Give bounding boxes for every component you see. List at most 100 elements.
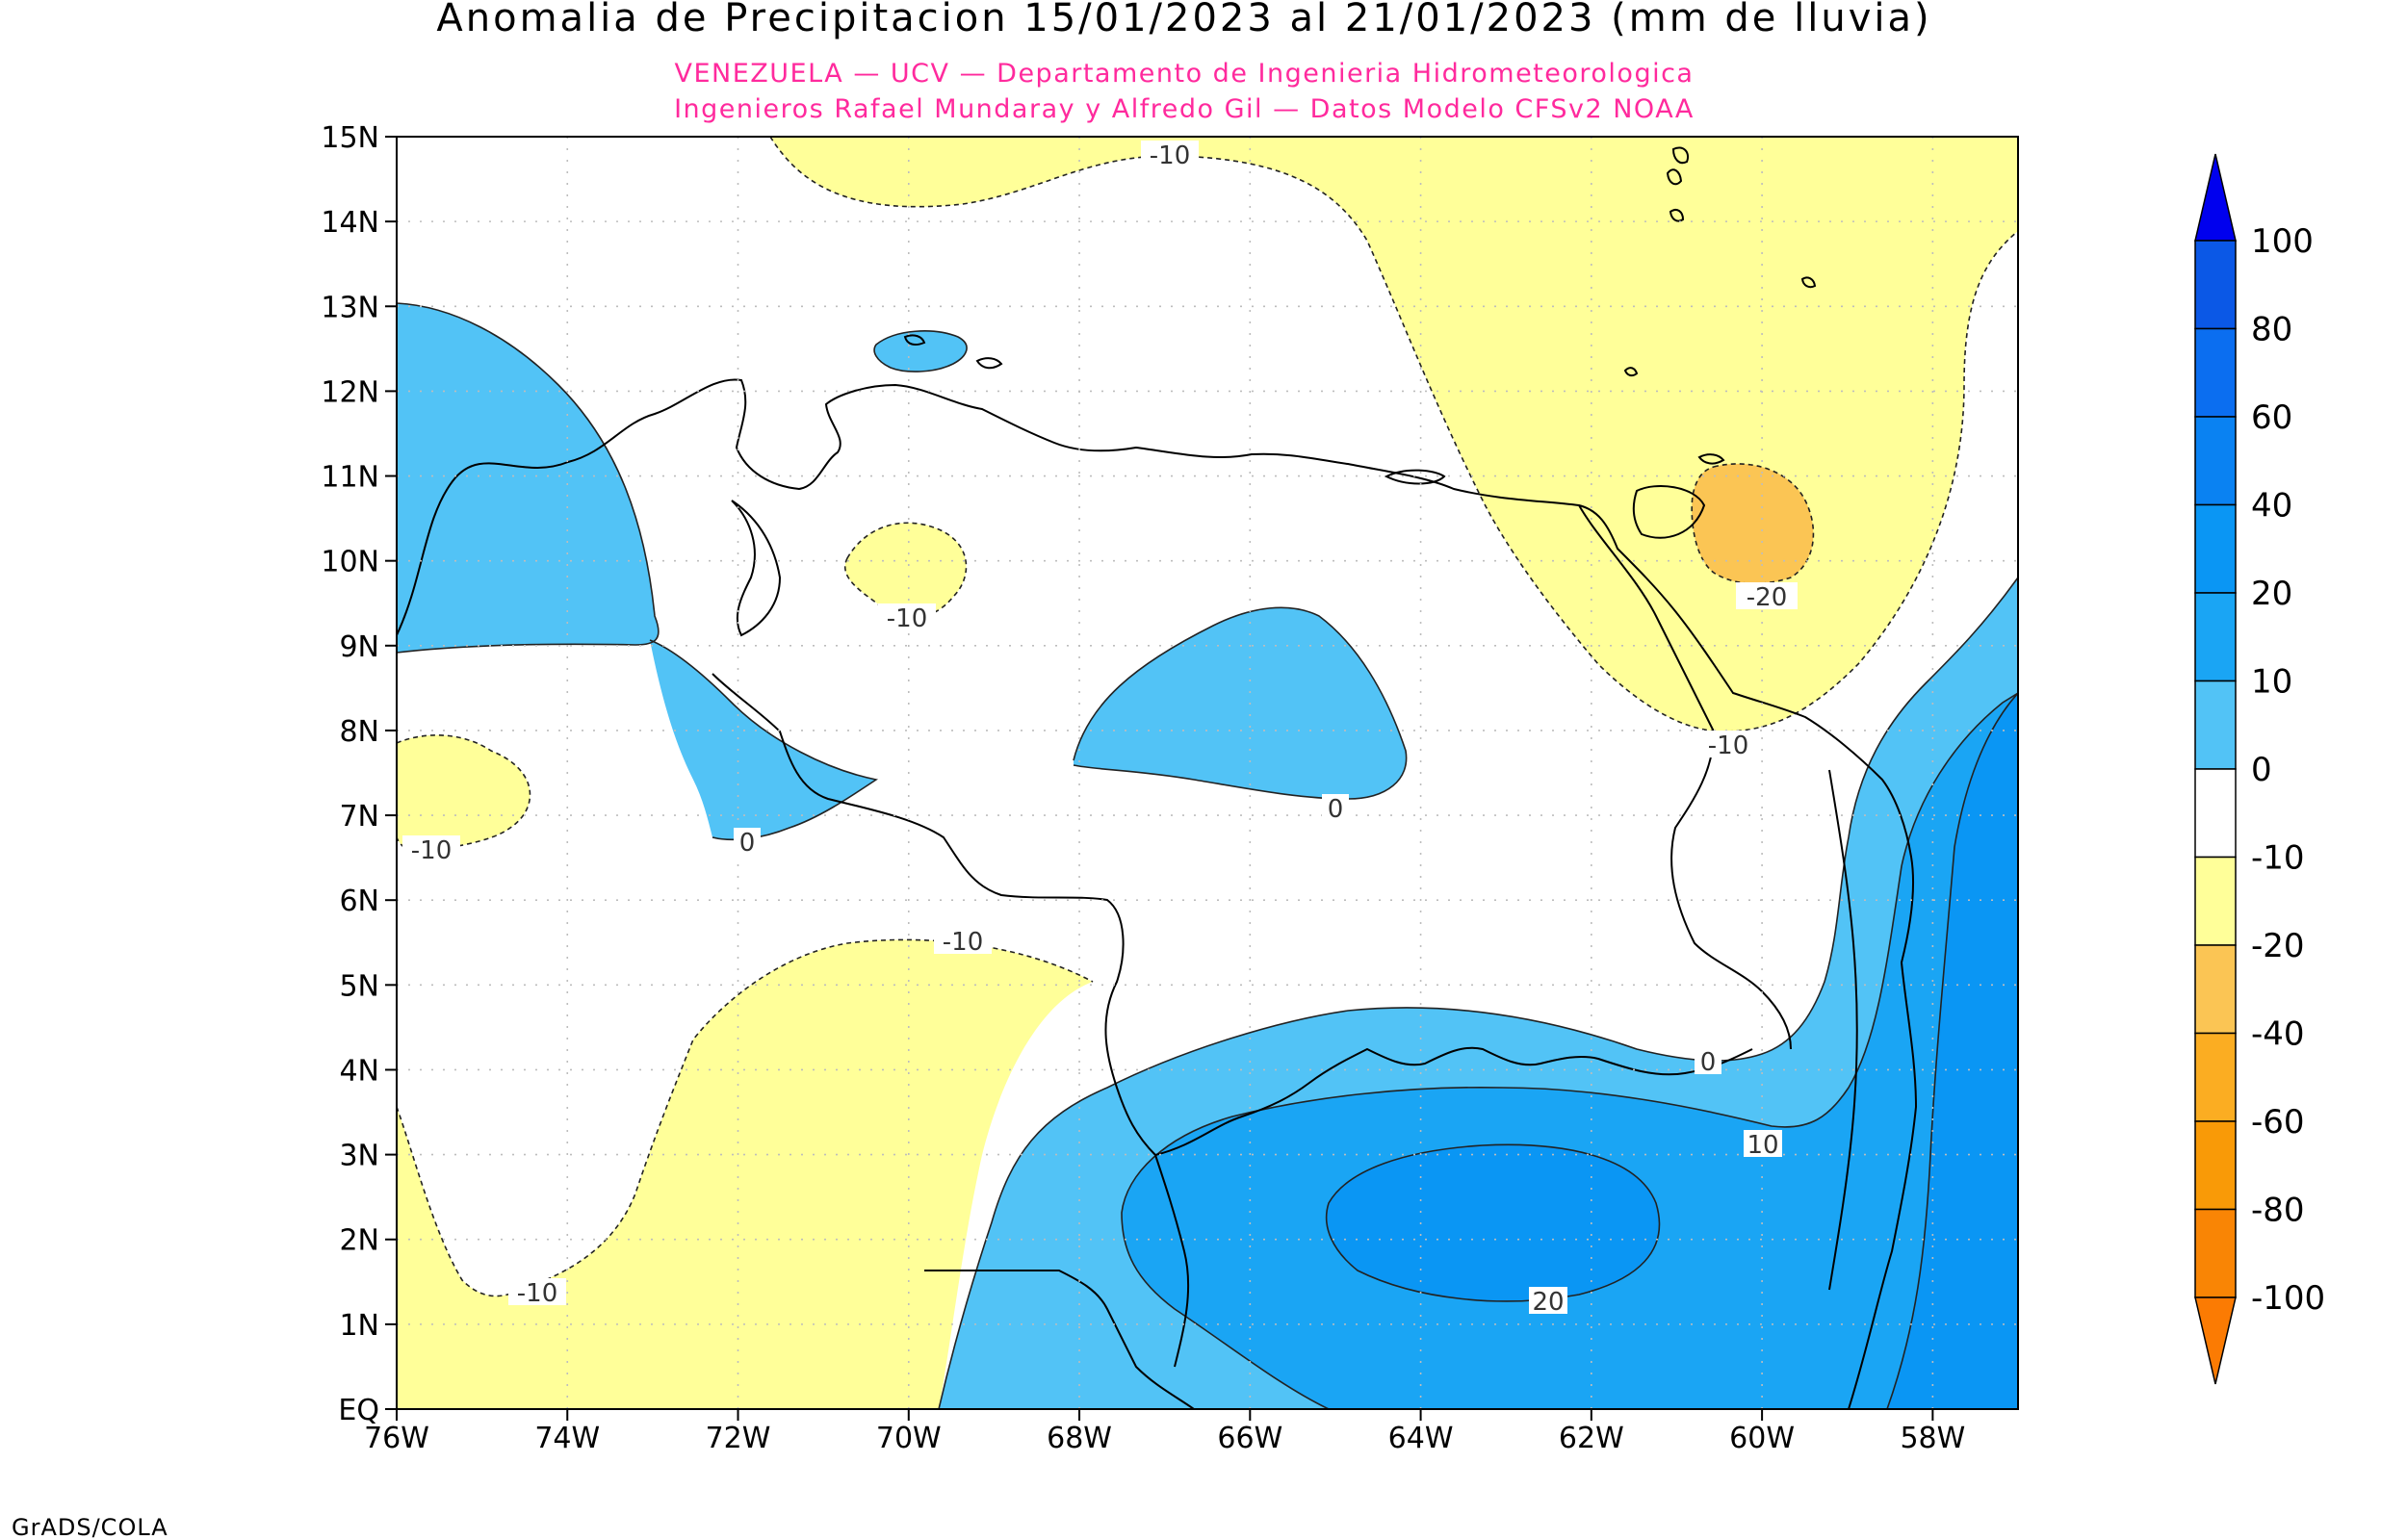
map-subtitle-1: VENEZUELA — UCV — Departamento de Ingeni… [675,59,1695,89]
y-tick-label: 1N [339,1309,379,1343]
contour-zero-zulia [397,302,660,654]
contour-label-text: -10 [943,928,983,957]
contour-label: -10 [508,1278,566,1308]
contour-label: -10 [1699,731,1757,760]
y-tick-label: 5N [339,969,379,1003]
island-barbados [1800,276,1817,289]
x-tick-label: 68W [1047,1422,1112,1455]
grid-lines [397,137,2018,1409]
colorbar-label: 0 [2251,751,2272,789]
anomaly-pos0-curacao [874,330,968,372]
island-grenada [1623,367,1639,377]
y-tick-label: 14N [321,206,379,240]
contour-label-text: -10 [517,1279,557,1308]
colorbar-swatch [2194,240,2237,330]
island-tobago [1697,453,1725,465]
colorbar-label: 40 [2251,487,2292,526]
colorbar-swatch [2194,1120,2237,1211]
contour-label: -20 [1736,582,1798,612]
contour-label-text: 0 [739,829,756,858]
contour-lines [397,137,2018,1409]
island-st-lucia [1669,209,1685,222]
x-tick-label: 58W [1900,1422,1965,1455]
colorbar-label: 80 [2251,311,2292,349]
colorbar-label: -80 [2251,1192,2305,1230]
contour-label-text: -10 [1708,732,1748,760]
colorbar-swatch [2194,944,2237,1035]
colorbar-swatch [2194,856,2237,946]
contour-twenty-east [1886,692,2018,1409]
island-guadeloupe [1671,146,1689,165]
contour-label-text: 0 [1700,1048,1717,1077]
anomaly-neg10-west [397,734,531,853]
anomaly-pos0-central [1074,607,1407,799]
colorbar-swatch [2194,327,2237,418]
island-curacao [975,357,1003,370]
contour-neg10-lara [844,522,968,619]
y-tick-label: 9N [339,630,379,664]
contour-label: 20 [1529,1287,1567,1317]
y-tick-label: 2N [339,1224,379,1258]
colorbar-swatch [2194,592,2237,682]
y-tick-label: 13N [321,291,379,324]
x-tick-label: 62W [1559,1422,1624,1455]
colorbar-label: 100 [2251,222,2314,261]
contour-label-text: -10 [411,836,452,865]
colorbar-label: -20 [2251,927,2305,965]
map-title: Anomalia de Precipitacion 15/01/2023 al … [436,0,1931,40]
y-tick-label: 11N [321,461,379,495]
contour-label: -10 [878,603,936,633]
x-tick-label: 64W [1388,1422,1454,1455]
island-margarita [1384,469,1446,485]
contour-label-text: -20 [1747,583,1787,612]
anomaly-neg10-southwest [397,939,1093,1409]
colorbar-swatch [2194,503,2237,594]
colorbar-label: 20 [2251,575,2292,613]
island-trinidad [1632,485,1706,539]
x-tick-label: 74W [534,1422,600,1455]
y-tick-label: 8N [339,715,379,749]
contour-zero-curacao [873,330,968,372]
border-suriname [1828,769,1858,1291]
anomaly-pos0-andes [650,640,876,840]
x-tick-label: 66W [1217,1422,1282,1455]
island-aruba [903,334,926,346]
map-subtitle-2: Ingenieros Rafael Mundaray y Alfredo Gil… [674,94,1695,124]
y-tick-label: 7N [339,800,379,834]
colorbar-top-arrow [2194,153,2237,242]
contour-label-text: 10 [1747,1131,1778,1160]
contour-zero-andes [649,639,879,841]
anomaly-neg10-north [770,137,2018,732]
plot-frame [396,136,2019,1410]
contour-label-text: -10 [1150,141,1190,170]
colorbar-label: -10 [2251,839,2305,878]
colorbar-swatch [2194,680,2237,770]
contour-label: -10 [1141,141,1199,170]
anomaly-pos20-south [1326,1144,1660,1301]
contour-neg10-southwest [397,938,1094,1297]
contour-labels: -10 -10 -10 -10 -10 -10 -20 0 0 0 10 20 [402,141,1798,1317]
x-tick-label: 76W [364,1422,429,1455]
island-martinique [1666,168,1683,186]
y-tick-label: 12N [321,375,379,409]
anomaly-pos0-zulia [397,303,659,653]
contour-label: -10 [402,835,460,865]
y-tick-label: 6N [339,885,379,918]
contour-label-text: -10 [887,604,927,633]
contour-label: 0 [734,828,761,858]
coastline-caribbean [397,378,1918,1409]
x-tick-label: 70W [876,1422,942,1455]
contour-ten [1121,692,2018,1409]
contour-label: 0 [1695,1047,1721,1077]
colorbar-label: -60 [2251,1103,2305,1142]
colorbar-swatch [2194,416,2237,506]
contour-label-text: 0 [1328,795,1344,824]
anomaly-neg10-lara [844,523,967,618]
contour-label-text: 20 [1532,1288,1564,1317]
anomaly-pos20-east [1887,693,2018,1409]
colorbar-bottom-arrow [2194,1296,2237,1385]
x-tick-label: 60W [1729,1422,1795,1455]
colorbar-label: 10 [2251,663,2292,702]
contour-twenty-south [1325,1143,1661,1302]
